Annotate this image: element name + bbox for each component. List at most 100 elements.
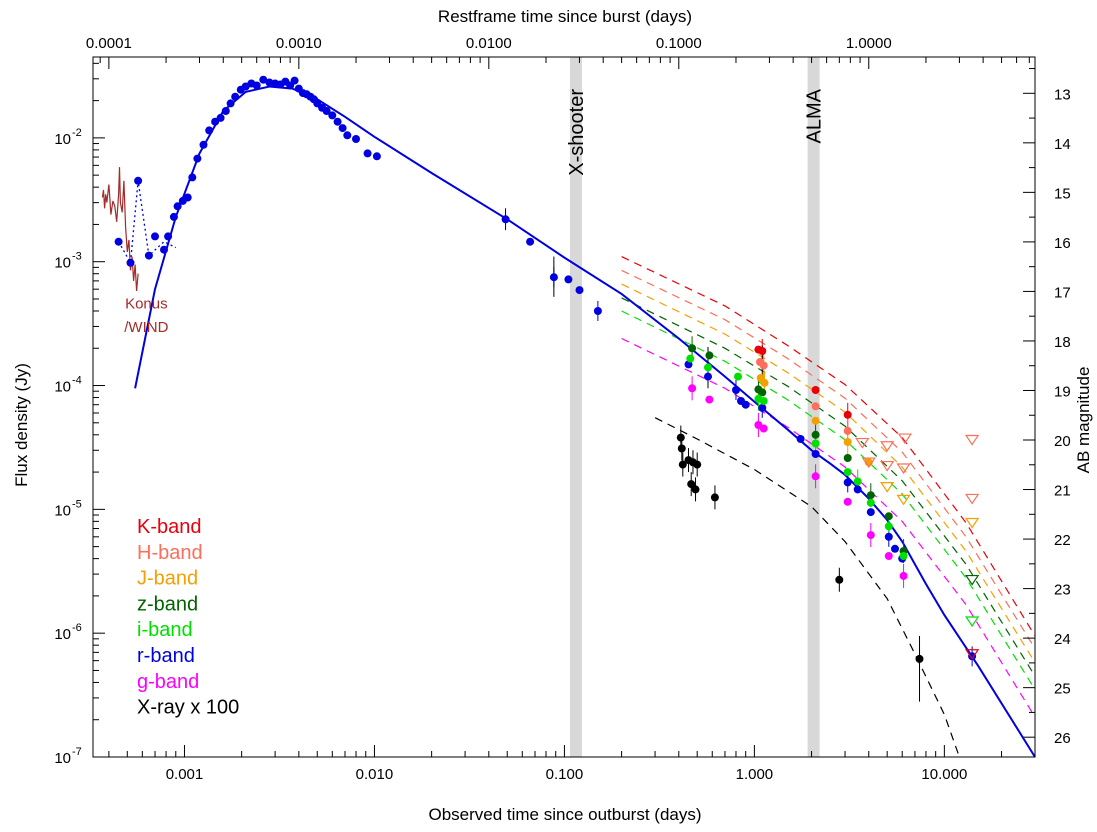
data-point-r-band — [164, 232, 173, 241]
data-point-r-band — [549, 273, 558, 282]
data-point-x-band — [915, 654, 924, 663]
data-point-H-band — [811, 402, 820, 411]
y-tick-label-left: 10 — [54, 131, 71, 148]
data-point-r-band — [372, 152, 381, 161]
data-point-r-band — [758, 403, 767, 412]
data-point-r-band — [811, 450, 820, 458]
data-point-r-band — [290, 76, 299, 85]
data-point-z-band — [688, 344, 697, 353]
model-line-H-band — [621, 269, 1036, 649]
data-point-r-band — [188, 173, 197, 182]
legend-entry-4: i-band — [137, 619, 193, 641]
x-axis-title-bottom: Observed time since outburst (days) — [428, 805, 701, 824]
data-point-x-band — [676, 433, 685, 442]
data-point-r-band — [114, 237, 123, 246]
upper-limit-H-band — [897, 433, 913, 445]
vertical-band-label-1: ALMA — [804, 88, 826, 143]
data-point-r-band — [169, 212, 178, 221]
data-point-K-band — [811, 386, 820, 394]
x-tick-label-top: 0.0001 — [86, 35, 132, 52]
data-point-i-band — [759, 397, 768, 405]
data-point-z-band — [884, 512, 893, 521]
data-point-r-band — [575, 286, 584, 295]
y-tick-label-exponent: -6 — [72, 622, 82, 634]
data-point-J-band — [811, 416, 820, 425]
data-point-K-band — [758, 347, 767, 355]
y-tick-label-exponent: -5 — [72, 498, 82, 510]
data-point-g-band — [884, 552, 893, 560]
legend: K-band H-band J-band z-band i-band r-band g-ba… — [137, 516, 239, 719]
data-point-r-band — [343, 131, 352, 140]
upper-limit-i-band — [964, 616, 980, 628]
data-point-g-band — [688, 384, 697, 393]
data-point-z-band — [866, 491, 875, 500]
data-point-r-band — [259, 75, 268, 84]
x-tick-label-bottom: 0.010 — [356, 766, 394, 783]
data-point-r-band — [704, 372, 712, 381]
data-point-J-band — [843, 438, 852, 446]
y-tick-label-right: 14 — [1054, 136, 1071, 153]
legend-entry-0: K-band — [137, 516, 202, 538]
upper-limit-J-band — [964, 517, 980, 529]
upper-limit-H-band — [880, 460, 895, 472]
y-tick-label-right: 24 — [1054, 631, 1071, 648]
data-point-i-band — [866, 498, 875, 507]
legend-entry-5: r-band — [137, 645, 195, 667]
data-point-g-band — [866, 531, 875, 540]
upper-limit-K-band — [964, 649, 980, 660]
model-line-g-band — [621, 337, 1036, 718]
vertical-band-0 — [569, 57, 582, 757]
x-tick-label-top: 0.1000 — [656, 35, 702, 52]
data-point-z-band — [758, 388, 767, 397]
data-point-r-band — [173, 202, 182, 211]
data-point-r-band — [593, 307, 602, 315]
data-point-r-band — [884, 532, 893, 541]
data-point-r-band — [968, 652, 977, 661]
y-tick-label-right: 13 — [1054, 86, 1071, 103]
data-point-z-band — [843, 454, 852, 462]
annotation-konus-wind-1: /WIND — [124, 319, 168, 336]
y-tick-label-exponent: -3 — [72, 251, 82, 263]
x-tick-label-bottom: 1.000 — [736, 766, 774, 783]
legend-entry-6: g-band — [137, 671, 199, 693]
y-tick-label-right: 15 — [1054, 185, 1071, 202]
data-point-r-band — [151, 232, 159, 241]
y-tick-label-right: 25 — [1054, 681, 1071, 698]
data-point-r-band — [322, 107, 331, 115]
data-point-r-band — [333, 117, 342, 126]
data-points — [114, 75, 977, 663]
x-tick-label-bottom: 0.100 — [546, 766, 584, 783]
y-tick-label-left: 10 — [54, 502, 71, 519]
data-point-r-band — [732, 386, 740, 394]
data-point-g-band — [759, 424, 768, 433]
annotations: Konus/WIND — [124, 295, 168, 336]
data-point-r-band — [526, 237, 535, 246]
data-point-r-band — [216, 113, 225, 122]
data-point-x-band — [710, 493, 719, 502]
y-tick-label-right: 18 — [1054, 334, 1071, 351]
data-point-g-band — [843, 497, 852, 506]
data-point-r-band — [328, 111, 337, 120]
data-point-r-band — [796, 435, 805, 443]
data-point-r-band — [183, 193, 192, 202]
y-tick-label-exponent: -2 — [72, 127, 82, 139]
data-point-g-band — [899, 571, 908, 580]
data-point-J-band — [760, 378, 769, 387]
upper-limit-z-band — [964, 574, 980, 586]
legend-entry-3: z-band — [137, 593, 198, 615]
data-point-r-band — [363, 149, 372, 158]
data-point-x-band — [835, 575, 844, 584]
y-tick-label-right: 22 — [1054, 532, 1071, 549]
data-point-r-band — [221, 107, 230, 115]
data-point-i-band — [884, 522, 893, 531]
data-point-r-band — [352, 135, 360, 143]
data-point-r-band — [866, 508, 875, 517]
x-tick-label-bottom: 0.001 — [166, 766, 204, 783]
data-point-r-band — [199, 140, 208, 149]
x-tick-label-top: 0.0100 — [466, 35, 512, 52]
data-point-r-band — [144, 251, 153, 260]
y-axis-title-right: AB magnitude — [1074, 367, 1093, 474]
data-point-i-band — [853, 477, 862, 486]
